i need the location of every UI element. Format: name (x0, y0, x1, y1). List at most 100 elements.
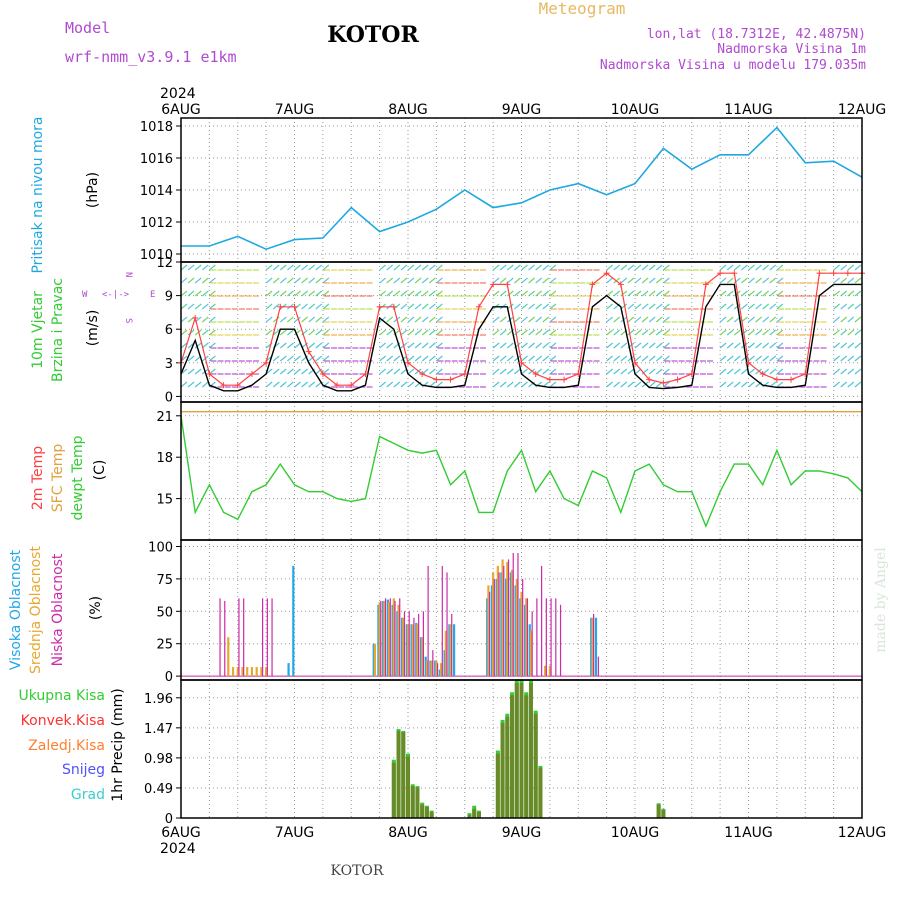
wind-arrow (748, 277, 755, 284)
model-label: Model (65, 19, 110, 37)
wind-arrow (294, 355, 301, 362)
wind-arrow (287, 381, 294, 388)
wind-arrow (613, 368, 621, 375)
wind-arrow (294, 368, 301, 375)
wind-arrow (648, 342, 656, 349)
wind-arrow (506, 368, 514, 375)
wind-arrow (542, 277, 550, 284)
wind-arrow (201, 329, 209, 336)
wind-arrow (655, 303, 663, 310)
wind-arrow (535, 329, 543, 336)
wind-arrow (613, 329, 621, 336)
wind-arrow (634, 381, 642, 388)
wind-arrow (279, 290, 287, 297)
wind-arrow (287, 316, 294, 323)
wind-arrow (634, 316, 642, 323)
wind-arrow (542, 264, 550, 271)
wind-arrow (733, 264, 741, 271)
wind-arrow (840, 342, 848, 349)
wind-arrow (407, 355, 415, 362)
wind-arrow (620, 355, 628, 362)
wind-arrow (187, 355, 195, 362)
wind-arrow (549, 329, 557, 336)
precip-bar-conv (429, 811, 434, 818)
wind-arrow (521, 277, 528, 284)
temp-unit: (C) (92, 460, 108, 481)
cloud-bar-mid (425, 660, 429, 677)
wind-arrow (627, 316, 635, 323)
wind-arrow (201, 316, 209, 323)
wind-arrow (762, 329, 770, 336)
precip-bar-conv (415, 787, 420, 818)
precip-bar-conv (528, 683, 533, 818)
wind-arrow (535, 277, 543, 284)
wind-arrow (308, 277, 316, 284)
wind-arrow (301, 303, 308, 310)
wind-arrow (620, 290, 628, 297)
ytick-label-pressure: 1010 (140, 248, 173, 263)
wind-arrow (634, 290, 642, 297)
wind-arrow (393, 277, 401, 284)
temp-sfc-label: SFC Temp (50, 444, 66, 513)
cloud-bar-mid (487, 585, 490, 677)
wind-arrow (840, 264, 848, 271)
wind-arrow (833, 277, 841, 284)
cloud-bar-mid (373, 643, 376, 677)
wind-arrow (634, 264, 642, 271)
precip-bar-conv (514, 683, 519, 818)
cloud-bar-mid (444, 630, 447, 677)
cloud-bar-mid (449, 624, 452, 677)
wind-arrow (726, 290, 734, 297)
wind-arrow (499, 290, 507, 297)
wind-arrow (180, 303, 188, 310)
cloud-bar-low (446, 572, 448, 677)
wind-arrow (435, 381, 443, 388)
cloud-bar-mid (255, 667, 258, 677)
wind-arrow (606, 316, 614, 323)
wind-arrow (514, 290, 521, 297)
wind-arrow (279, 264, 287, 271)
wind-arrow (279, 316, 287, 323)
wind-arrow (272, 329, 280, 336)
wind-arrow (180, 277, 188, 284)
wind-arrow (514, 303, 521, 310)
ytick-label-precipitation: 0 (165, 812, 173, 827)
wind-arrow (386, 368, 394, 375)
wind-arrow (400, 316, 408, 323)
ytick-label-cloud: 100 (148, 540, 173, 555)
wind-arrow (542, 355, 550, 362)
cloud-bar-low (441, 565, 443, 677)
cloud-bar-mid (231, 667, 235, 677)
wind-arrow (528, 290, 535, 297)
wind-arrow (627, 264, 635, 271)
wind-arrow (662, 381, 670, 388)
wind-arrow (776, 303, 784, 310)
wind-arrow (613, 316, 621, 323)
wind-arrow (606, 277, 614, 284)
ytick-label-temperature: 15 (156, 493, 173, 508)
wind-arrow (854, 342, 862, 349)
ytick-label-precipitation: 0.98 (144, 752, 173, 767)
wind-arrow (287, 329, 294, 336)
cloud-bar-mid (378, 602, 381, 677)
wind-arrow (762, 342, 770, 349)
cloud-bar-low (432, 650, 434, 677)
cloud-bar-high (391, 604, 394, 677)
cloud-bar-low (503, 565, 505, 677)
wind-arrow (421, 290, 429, 297)
wind-arrow (648, 290, 656, 297)
wind-arrow (194, 342, 202, 349)
ytick-label-temperature: 18 (156, 451, 173, 466)
wind-arrow (379, 264, 387, 271)
wind-arrow (272, 381, 280, 388)
wind-arrow (407, 264, 415, 271)
wind-arrow (641, 277, 649, 284)
wind-arrow (521, 355, 528, 362)
cloud-bar-mid (506, 562, 509, 677)
pressure-series (181, 126, 863, 251)
wind-arrow (272, 277, 280, 284)
wind-arrow (833, 303, 841, 310)
wind-arrow (535, 303, 543, 310)
wind-arrow (741, 368, 748, 375)
wind-arrow (428, 264, 436, 271)
